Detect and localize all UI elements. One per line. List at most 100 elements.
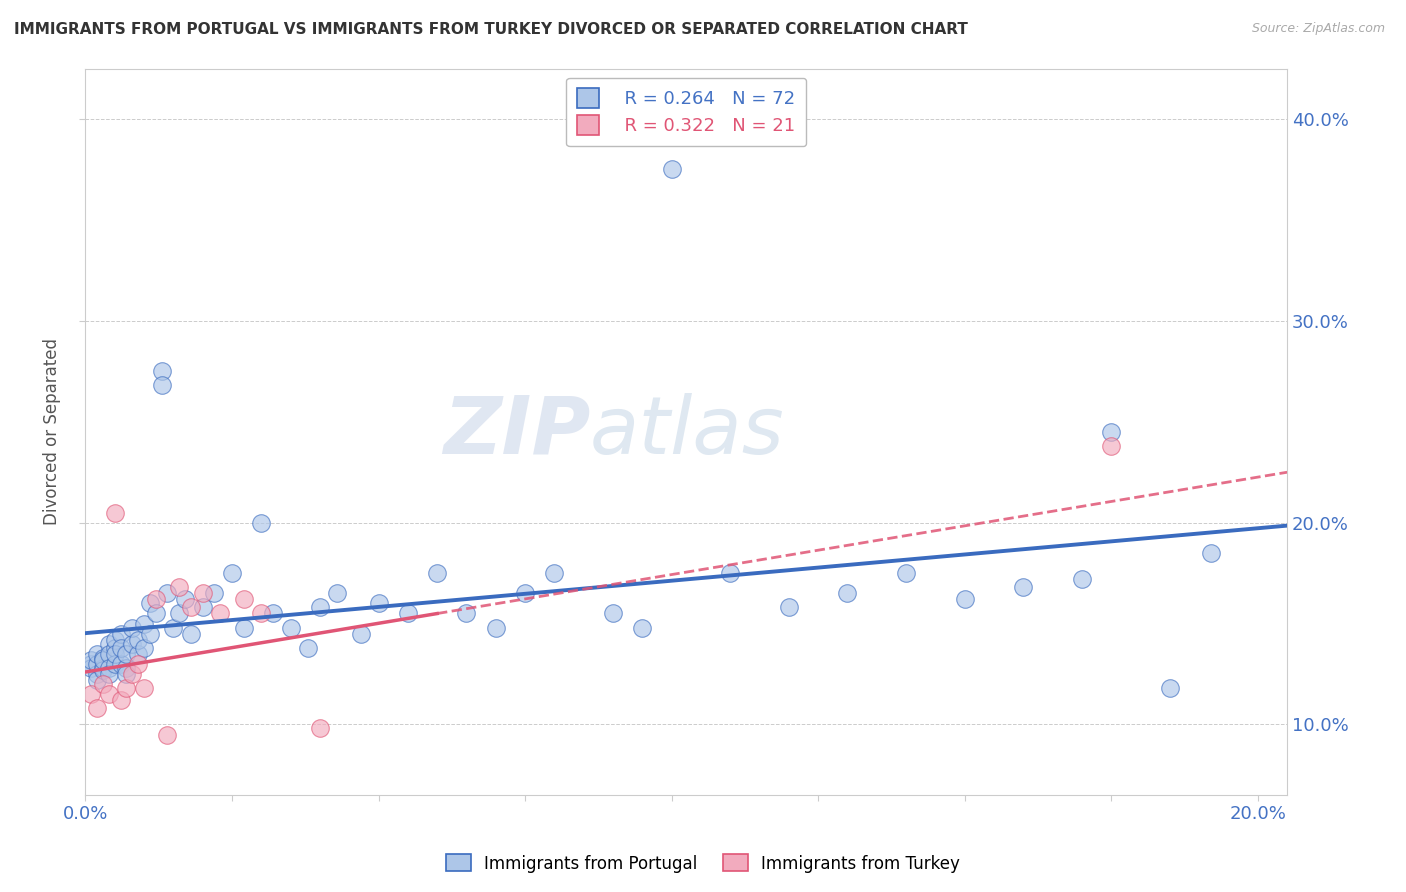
Point: [191, 586, 214, 600]
Point: [104, 657, 127, 671]
Legend: Immigrants from Portugal, Immigrants from Turkey: Immigrants from Portugal, Immigrants fro…: [440, 847, 966, 880]
Point: [631, 621, 654, 635]
Point: [150, 364, 173, 378]
Point: [80, 653, 103, 667]
Point: [661, 162, 683, 177]
Point: [953, 592, 976, 607]
Point: [115, 647, 138, 661]
Point: [97, 661, 120, 675]
Point: [110, 626, 132, 640]
Point: [309, 600, 332, 615]
Point: [894, 566, 917, 580]
Point: [86, 673, 108, 687]
Point: [104, 632, 127, 647]
Point: [86, 647, 108, 661]
Point: [80, 657, 103, 671]
Point: [162, 621, 184, 635]
Point: [1159, 681, 1181, 695]
Point: [485, 621, 508, 635]
Point: [91, 663, 114, 677]
Point: [139, 626, 162, 640]
Point: [718, 566, 741, 580]
Point: [778, 600, 800, 615]
Point: [121, 637, 143, 651]
Point: [127, 632, 149, 647]
Point: [191, 600, 214, 615]
Point: [350, 626, 373, 640]
Point: [167, 580, 190, 594]
Point: [80, 687, 103, 701]
Point: [110, 640, 132, 655]
Point: [91, 653, 114, 667]
Point: [97, 647, 120, 661]
Point: [132, 616, 155, 631]
Point: [91, 661, 114, 675]
Point: [1099, 439, 1122, 453]
Point: [1071, 572, 1094, 586]
Point: [97, 637, 120, 651]
Point: [156, 586, 179, 600]
Point: [297, 640, 319, 655]
Point: [86, 667, 108, 681]
Point: [262, 607, 284, 621]
Point: [115, 681, 138, 695]
Point: [1199, 546, 1222, 560]
Point: [145, 607, 167, 621]
Point: [250, 516, 273, 530]
Point: [80, 661, 103, 675]
Point: [150, 378, 173, 392]
Point: [127, 657, 149, 671]
Point: [543, 566, 565, 580]
Point: [132, 640, 155, 655]
Point: [139, 596, 162, 610]
Point: [121, 667, 143, 681]
Point: [86, 701, 108, 715]
Point: [280, 621, 302, 635]
Point: [396, 607, 419, 621]
Point: [456, 607, 478, 621]
Point: [145, 592, 167, 607]
Point: [174, 592, 197, 607]
Text: atlas: atlas: [591, 392, 785, 471]
Point: [104, 647, 127, 661]
Point: [110, 693, 132, 707]
Point: [1012, 580, 1035, 594]
Point: [426, 566, 449, 580]
Point: [513, 586, 536, 600]
Point: [180, 626, 202, 640]
Point: [86, 657, 108, 671]
Point: [232, 621, 254, 635]
Point: [209, 607, 232, 621]
Text: ZIP: ZIP: [443, 392, 591, 471]
Legend:   R = 0.264   N = 72,   R = 0.322   N = 21: R = 0.264 N = 72, R = 0.322 N = 21: [567, 78, 806, 146]
Point: [167, 607, 190, 621]
Point: [97, 667, 120, 681]
Point: [97, 687, 120, 701]
Point: [1099, 425, 1122, 439]
Point: [221, 566, 243, 580]
Point: [202, 586, 225, 600]
Point: [309, 722, 332, 736]
Point: [326, 586, 349, 600]
Point: [426, 798, 449, 813]
Point: [110, 657, 132, 671]
Point: [91, 650, 114, 665]
Point: [115, 661, 138, 675]
Point: [367, 596, 389, 610]
Point: [180, 600, 202, 615]
Point: [132, 681, 155, 695]
Point: [104, 640, 127, 655]
Point: [156, 727, 179, 741]
Point: [837, 586, 859, 600]
Point: [91, 677, 114, 691]
Point: [127, 647, 149, 661]
Point: [232, 592, 254, 607]
Text: Source: ZipAtlas.com: Source: ZipAtlas.com: [1251, 22, 1385, 36]
Point: [250, 607, 273, 621]
Point: [602, 607, 624, 621]
Point: [121, 621, 143, 635]
Point: [104, 506, 127, 520]
Y-axis label: Divorced or Separated: Divorced or Separated: [44, 338, 60, 525]
Text: IMMIGRANTS FROM PORTUGAL VS IMMIGRANTS FROM TURKEY DIVORCED OR SEPARATED CORRELA: IMMIGRANTS FROM PORTUGAL VS IMMIGRANTS F…: [14, 22, 967, 37]
Point: [115, 667, 138, 681]
